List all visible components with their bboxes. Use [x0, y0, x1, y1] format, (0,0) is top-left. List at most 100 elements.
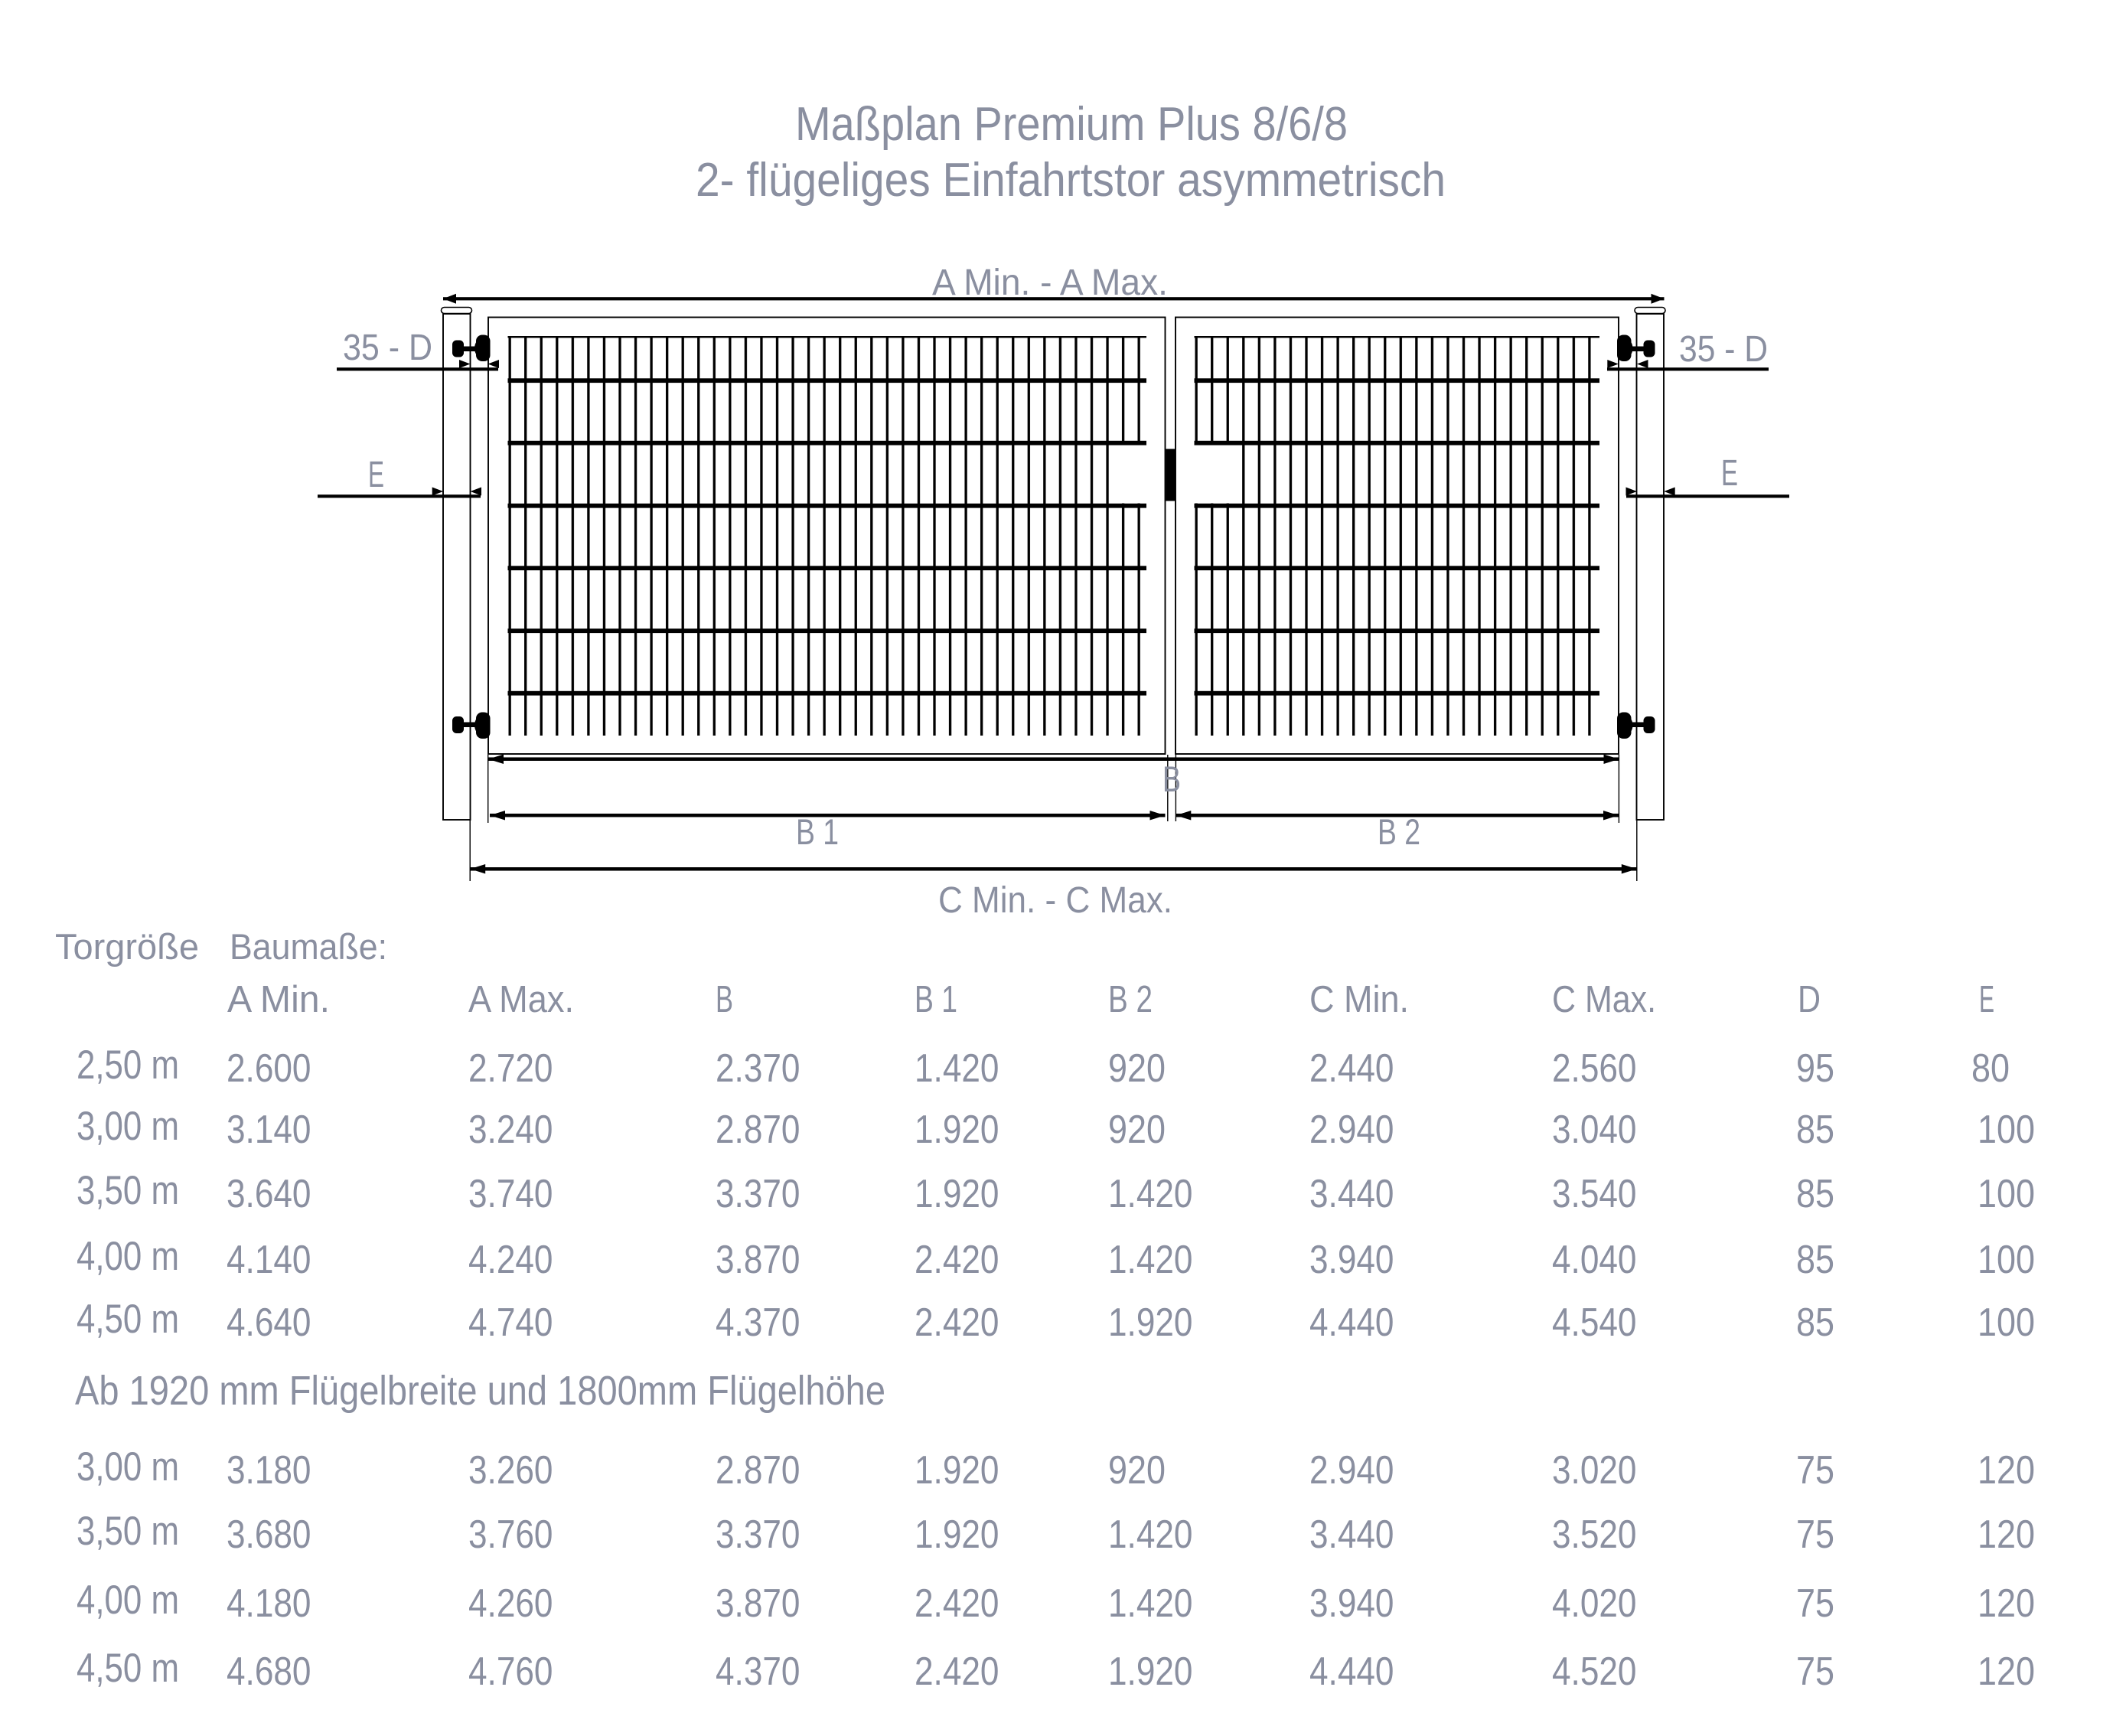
- svg-text:120: 120: [1978, 1650, 2035, 1694]
- svg-text:3.020: 3.020: [1552, 1448, 1637, 1493]
- svg-text:85: 85: [1796, 1238, 1834, 1282]
- svg-text:A Max.: A Max.: [468, 979, 574, 1020]
- svg-text:3.760: 3.760: [468, 1512, 553, 1557]
- svg-text:1.420: 1.420: [1108, 1581, 1193, 1626]
- svg-text:E: E: [1721, 453, 1738, 494]
- svg-text:3.440: 3.440: [1309, 1512, 1394, 1557]
- svg-text:3.640: 3.640: [227, 1172, 311, 1216]
- svg-text:4,00 m: 4,00 m: [77, 1578, 179, 1623]
- svg-text:4.640: 4.640: [227, 1300, 311, 1345]
- svg-text:85: 85: [1796, 1172, 1834, 1216]
- svg-text:2.600: 2.600: [227, 1046, 311, 1091]
- svg-text:3.740: 3.740: [468, 1172, 553, 1216]
- svg-text:1.920: 1.920: [915, 1512, 999, 1557]
- svg-text:4.540: 4.540: [1552, 1300, 1637, 1345]
- svg-text:1.920: 1.920: [1108, 1300, 1193, 1345]
- svg-text:Torgröße: Torgröße: [55, 926, 199, 967]
- svg-text:3,50 m: 3,50 m: [77, 1168, 179, 1213]
- svg-text:85: 85: [1796, 1300, 1834, 1345]
- svg-text:75: 75: [1796, 1650, 1834, 1694]
- svg-text:4,50 m: 4,50 m: [77, 1297, 179, 1342]
- svg-text:85: 85: [1796, 1108, 1834, 1152]
- svg-text:3.870: 3.870: [716, 1581, 801, 1626]
- svg-text:4.020: 4.020: [1552, 1581, 1637, 1626]
- svg-text:4.520: 4.520: [1552, 1650, 1637, 1694]
- svg-text:3.680: 3.680: [227, 1512, 311, 1557]
- svg-text:1.420: 1.420: [1108, 1172, 1193, 1216]
- svg-text:35 - D: 35 - D: [343, 328, 432, 368]
- svg-text:2.870: 2.870: [716, 1108, 801, 1152]
- svg-text:2.370: 2.370: [716, 1046, 801, 1091]
- svg-text:2.420: 2.420: [915, 1238, 999, 1282]
- svg-text:920: 920: [1108, 1448, 1166, 1493]
- svg-text:4.140: 4.140: [227, 1238, 311, 1282]
- svg-text:E: E: [1979, 979, 1994, 1020]
- svg-text:75: 75: [1796, 1581, 1834, 1626]
- svg-text:3.240: 3.240: [468, 1108, 553, 1152]
- svg-text:1.420: 1.420: [1108, 1238, 1193, 1282]
- svg-text:3.180: 3.180: [227, 1448, 311, 1493]
- svg-text:4,00 m: 4,00 m: [77, 1234, 179, 1279]
- svg-text:100: 100: [1978, 1300, 2035, 1345]
- svg-text:B: B: [716, 979, 733, 1020]
- svg-text:2.420: 2.420: [915, 1300, 999, 1345]
- svg-text:3.370: 3.370: [716, 1512, 801, 1557]
- svg-text:D: D: [1798, 979, 1821, 1020]
- svg-text:2.940: 2.940: [1309, 1448, 1394, 1493]
- svg-text:B 1: B 1: [915, 979, 957, 1020]
- svg-text:3.520: 3.520: [1552, 1512, 1637, 1557]
- svg-text:4.440: 4.440: [1309, 1300, 1394, 1345]
- svg-text:1.420: 1.420: [1108, 1512, 1193, 1557]
- svg-text:3.870: 3.870: [716, 1238, 801, 1282]
- svg-text:3,50 m: 3,50 m: [77, 1509, 179, 1554]
- svg-text:B: B: [1162, 759, 1181, 799]
- svg-text:120: 120: [1978, 1581, 2035, 1626]
- svg-text:2.940: 2.940: [1309, 1108, 1394, 1152]
- svg-text:4,50 m: 4,50 m: [77, 1646, 179, 1691]
- svg-text:2.870: 2.870: [716, 1448, 801, 1493]
- svg-text:2.440: 2.440: [1309, 1046, 1394, 1091]
- svg-text:4.040: 4.040: [1552, 1238, 1637, 1282]
- svg-text:A Min.: A Min.: [227, 979, 330, 1020]
- svg-text:100: 100: [1978, 1238, 2035, 1282]
- svg-text:2.720: 2.720: [468, 1046, 553, 1091]
- svg-text:4.440: 4.440: [1309, 1650, 1394, 1694]
- svg-text:4.260: 4.260: [468, 1581, 553, 1626]
- svg-text:2.420: 2.420: [915, 1581, 999, 1626]
- svg-text:75: 75: [1796, 1448, 1834, 1493]
- svg-text:75: 75: [1796, 1512, 1834, 1557]
- svg-text:100: 100: [1978, 1172, 2035, 1216]
- svg-text:Ab 1920 mm Flügelbreite und 18: Ab 1920 mm Flügelbreite und 1800mm Flüge…: [75, 1368, 885, 1414]
- svg-text:3,00 m: 3,00 m: [77, 1444, 179, 1490]
- svg-text:100: 100: [1978, 1108, 2035, 1152]
- svg-text:4.240: 4.240: [468, 1238, 553, 1282]
- svg-text:95: 95: [1796, 1046, 1834, 1091]
- svg-text:2.560: 2.560: [1552, 1046, 1637, 1091]
- svg-text:3,00 m: 3,00 m: [77, 1104, 179, 1149]
- svg-text:120: 120: [1978, 1512, 2035, 1557]
- svg-text:4.370: 4.370: [716, 1300, 801, 1345]
- svg-text:2- flügeliges Einfahrtstor asy: 2- flügeliges Einfahrtstor asymmetrisch: [696, 154, 1446, 207]
- svg-text:1.420: 1.420: [915, 1046, 999, 1091]
- svg-text:3.940: 3.940: [1309, 1238, 1394, 1282]
- svg-text:B 2: B 2: [1378, 811, 1420, 852]
- svg-text:4.740: 4.740: [468, 1300, 553, 1345]
- svg-text:120: 120: [1978, 1448, 2035, 1493]
- svg-text:3.440: 3.440: [1309, 1172, 1394, 1216]
- svg-text:C Min. - C Max.: C Min. - C Max.: [938, 880, 1172, 921]
- svg-text:B 1: B 1: [796, 811, 839, 852]
- svg-text:4.760: 4.760: [468, 1650, 553, 1694]
- svg-text:4.180: 4.180: [227, 1581, 311, 1626]
- svg-text:4.370: 4.370: [716, 1650, 801, 1694]
- svg-text:3.040: 3.040: [1552, 1108, 1637, 1152]
- svg-text:4.680: 4.680: [227, 1650, 311, 1694]
- svg-text:Baumaße:: Baumaße:: [230, 926, 387, 967]
- svg-text:1.920: 1.920: [915, 1448, 999, 1493]
- svg-text:1.920: 1.920: [1108, 1650, 1193, 1694]
- svg-text:Maßplan Premium Plus 8/6/8: Maßplan Premium Plus 8/6/8: [795, 98, 1348, 151]
- svg-text:35 - D: 35 - D: [1679, 329, 1768, 370]
- svg-text:B 2: B 2: [1108, 979, 1153, 1020]
- svg-text:E: E: [368, 455, 384, 495]
- svg-text:920: 920: [1108, 1108, 1166, 1152]
- svg-text:1.920: 1.920: [915, 1172, 999, 1216]
